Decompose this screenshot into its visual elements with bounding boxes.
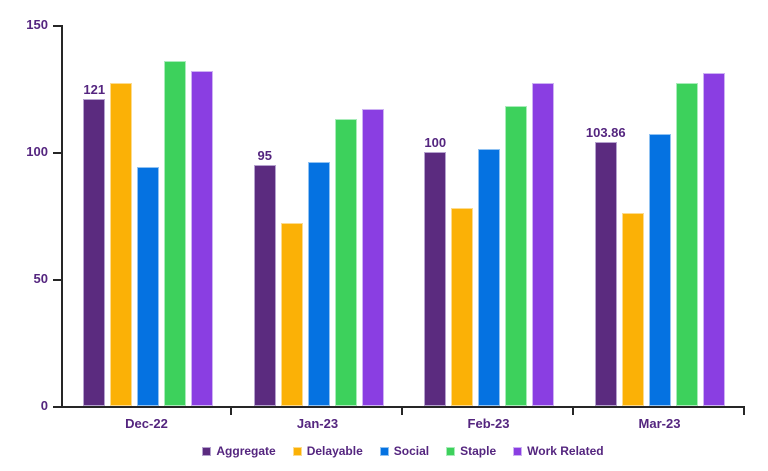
legend-color-marker: [379, 446, 389, 456]
bar-work-related: [191, 70, 214, 406]
bar-value-label: 95: [257, 147, 272, 163]
legend-color-marker: [446, 446, 456, 456]
y-axis-tick-label: 150: [26, 17, 48, 32]
legend-item-staple: Staple: [446, 444, 496, 458]
bar-staple: [505, 106, 528, 406]
bar-delayable: [280, 223, 303, 406]
legend-label: Delayable: [306, 444, 363, 458]
legend-color-marker: [202, 446, 212, 456]
bar-value-label: 121: [83, 81, 106, 97]
bar-social: [478, 149, 501, 406]
bar-delayable: [621, 212, 644, 406]
bar-aggregate: 121: [83, 82, 106, 406]
y-axis-tick-label: 100: [26, 144, 48, 159]
legend-label: Aggregate: [216, 444, 276, 458]
bar-group-jan-23: 95: [234, 25, 405, 406]
bar-work-related: [361, 108, 384, 406]
legend-item-work-related: Work Related: [513, 444, 604, 458]
x-axis-category-label: Mar-23: [638, 416, 681, 431]
bar-aggregate: 95: [253, 148, 276, 406]
y-axis-tick-label: 50: [33, 271, 48, 286]
y-axis-tick-mark: [53, 406, 61, 408]
bar-staple: [164, 60, 187, 406]
legend-color-marker: [513, 446, 523, 456]
legend-color-marker: [292, 446, 302, 456]
bar-group-dec-22: 121: [63, 25, 234, 406]
bar-staple: [334, 118, 357, 406]
bar-delayable: [110, 83, 133, 406]
y-axis-tick-mark: [53, 279, 61, 281]
x-axis-category-label: Feb-23: [467, 416, 510, 431]
bar-social: [137, 167, 160, 406]
x-axis-tick-mark: [572, 408, 574, 415]
legend: Aggregate Delayable Social Staple Work Relat…: [61, 444, 745, 458]
x-axis-category-label: Jan-23: [296, 416, 339, 431]
legend-item-aggregate: Aggregate: [202, 444, 276, 458]
y-axis-tick-mark: [53, 152, 61, 154]
bar-value-label: 103.86: [585, 125, 626, 141]
bar-staple: [675, 83, 698, 406]
x-axis-tick-mark: [743, 408, 745, 415]
bar-value-label: 100: [424, 135, 447, 150]
x-axis-tick-mark: [230, 408, 232, 415]
legend-label: Staple: [460, 444, 497, 458]
y-axis-tick-mark: [53, 25, 61, 27]
bar-work-related: [532, 83, 555, 406]
x-axis-labels: Dec-22 Jan-23 Feb-23 Mar-23: [61, 416, 745, 431]
bar-social: [307, 162, 330, 406]
plot-area: 121 95 100 103.86: [61, 25, 745, 408]
legend-label: Work Related: [527, 444, 604, 458]
bar-aggregate: 100: [424, 135, 447, 406]
bar-delayable: [451, 207, 474, 406]
y-axis-tick-label: 0: [40, 398, 48, 413]
x-axis-category-label: Dec-22: [125, 416, 168, 431]
x-axis-tick-mark: [401, 408, 403, 415]
legend-label: Social: [393, 444, 430, 458]
bar-work-related: [702, 73, 725, 406]
legend-item-social: Social: [379, 444, 430, 458]
legend-item-delayable: Delayable: [292, 444, 363, 458]
bar-group-mar-23: 103.86: [575, 25, 746, 406]
bar-social: [648, 134, 671, 406]
bar-group-feb-23: 100: [404, 25, 575, 406]
bar-aggregate: 103.86: [586, 125, 626, 406]
